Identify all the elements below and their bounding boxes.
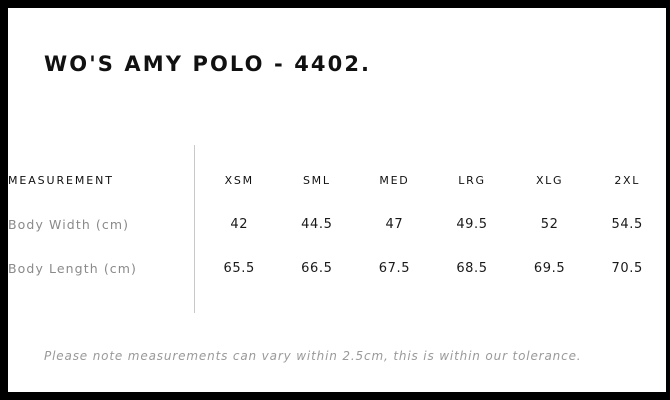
cell-body-width-xlg: 52 — [540, 216, 559, 232]
size-chart-table: MEASUREMENT XSM SML MED LRG XLG 2XL Body… — [8, 158, 666, 290]
cell-body-length-sml: 66.5 — [301, 260, 333, 276]
cell-body-length-med: 67.5 — [378, 260, 411, 276]
cell-body-length-xlg: 69.5 — [533, 260, 566, 276]
column-divider — [194, 145, 195, 313]
cell-body-length-lrg: 68.5 — [456, 260, 488, 276]
cell-body-length-2xl: 70.5 — [611, 260, 643, 276]
column-header-measurement: MEASUREMENT — [8, 173, 114, 187]
cell-body-width-med: 47 — [385, 216, 404, 232]
row-label-body-length: Body Length (cm) — [8, 260, 138, 276]
size-chart-card: WO'S AMY POLO - 4402. MEASUREMENT XSM SM… — [8, 8, 666, 392]
cell-body-width-xsm: 42 — [230, 216, 249, 232]
cell-body-width-sml: 44.5 — [301, 216, 333, 232]
column-header-lrg: LRG — [458, 173, 486, 187]
column-header-sml: SML — [302, 173, 331, 187]
tolerance-note: Please note measurements can vary within… — [44, 349, 582, 363]
table-row: Body Width (cm) 42 44.5 47 49.5 52 54.5 — [8, 202, 666, 246]
table-row: Body Length (cm) 65.5 66.5 67.5 68.5 69.… — [8, 246, 666, 290]
cell-body-width-lrg: 49.5 — [456, 216, 488, 232]
table-header-row: MEASUREMENT XSM SML MED LRG XLG 2XL — [8, 158, 666, 202]
page-title: WO'S AMY POLO - 4402. — [44, 52, 372, 76]
cell-body-width-2xl: 54.5 — [611, 216, 643, 232]
column-header-xlg: XLG — [535, 173, 564, 187]
column-header-med: MED — [379, 173, 410, 187]
row-label-body-width: Body Width (cm) — [8, 216, 130, 232]
cell-body-length-xsm: 65.5 — [223, 260, 255, 276]
column-header-2xl: 2XL — [614, 173, 641, 187]
column-header-xsm: XSM — [224, 173, 254, 187]
